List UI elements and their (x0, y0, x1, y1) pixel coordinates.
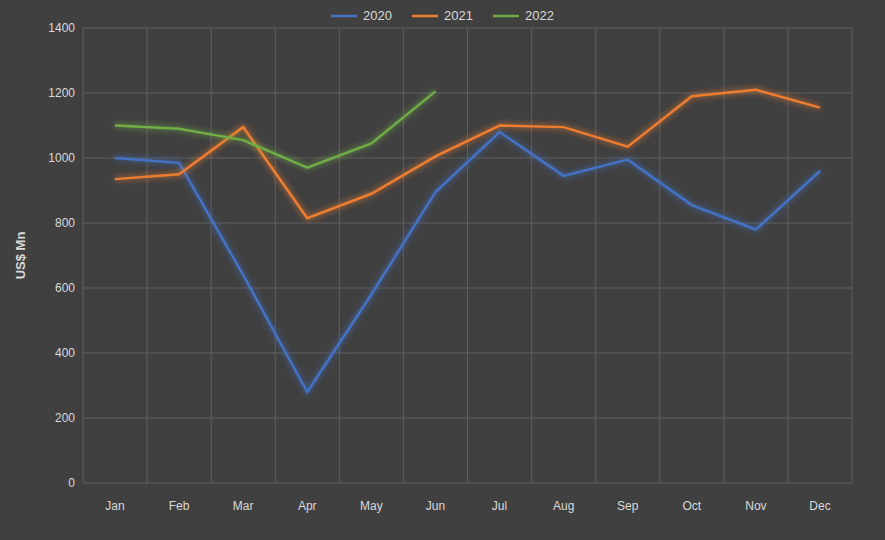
svg-text:Dec: Dec (809, 499, 830, 513)
svg-text:Apr: Apr (298, 499, 317, 513)
svg-text:US$ Mn: US$ Mn (13, 232, 28, 280)
svg-text:1200: 1200 (48, 86, 75, 100)
html-text:2020: 2020 (363, 8, 392, 23)
svg-text:Jan: Jan (105, 499, 124, 513)
svg-text:1000: 1000 (48, 151, 75, 165)
svg-text:Feb: Feb (169, 499, 190, 513)
svg-text:May: May (360, 499, 383, 513)
svg-text:Sep: Sep (617, 499, 639, 513)
svg-text:0: 0 (68, 476, 75, 490)
svg-text:Jul: Jul (492, 499, 507, 513)
svg-text:200: 200 (55, 411, 75, 425)
html-text:2021: 2021 (444, 8, 473, 23)
svg-text:Aug: Aug (553, 499, 574, 513)
svg-text:600: 600 (55, 281, 75, 295)
html-text:2022: 2022 (525, 8, 554, 23)
svg-text:400: 400 (55, 346, 75, 360)
svg-text:Oct: Oct (682, 499, 701, 513)
svg-text:Mar: Mar (233, 499, 254, 513)
svg-text:Jun: Jun (426, 499, 445, 513)
svg-text:1400: 1400 (48, 21, 75, 35)
svg-text:800: 800 (55, 216, 75, 230)
svg-text:Nov: Nov (745, 499, 766, 513)
